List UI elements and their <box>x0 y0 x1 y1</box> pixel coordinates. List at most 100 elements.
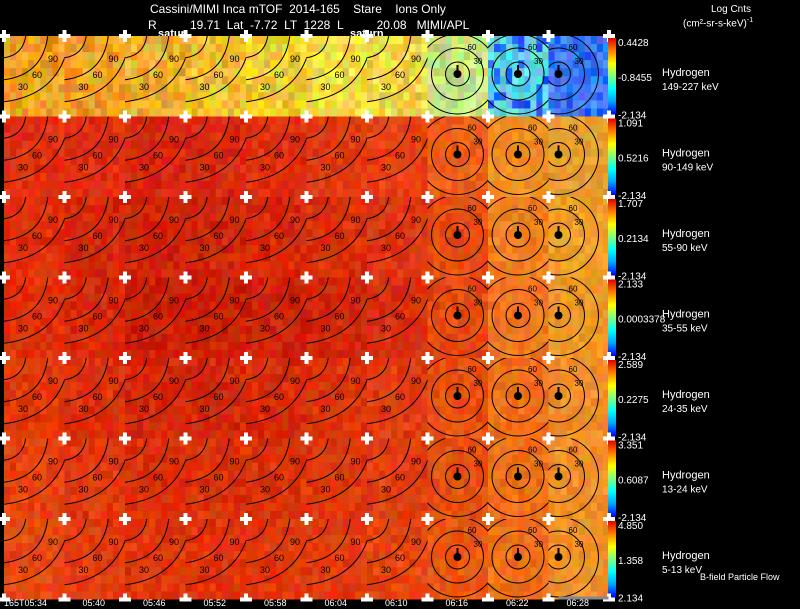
contour-label: 30 <box>79 404 89 414</box>
contour-label: 90 <box>169 135 179 145</box>
contour-label: 60 <box>468 365 477 374</box>
colorbar <box>608 38 616 115</box>
contour-label: 60 <box>274 312 284 322</box>
contour-label: 90 <box>230 215 240 225</box>
contour-label: 30 <box>474 138 483 147</box>
contour-label: 90 <box>290 376 300 386</box>
contour-label: 30 <box>260 404 270 414</box>
contour-label: 60 <box>32 70 42 80</box>
contour-label: 60 <box>32 151 42 161</box>
heatmap-cell: 30 60 90 <box>306 519 367 600</box>
contour-label: 30 <box>474 460 483 469</box>
species-name: Hydrogen <box>662 148 710 160</box>
heatmap-cell: 30 60 90 <box>64 438 125 519</box>
contour-label: 30 <box>321 243 331 253</box>
contour-label: 60 <box>395 473 405 483</box>
contour-label: 30 <box>79 324 89 334</box>
contour-label: 60 <box>569 446 578 455</box>
contour-label: 90 <box>169 376 179 386</box>
contour-label: 30 <box>139 163 149 173</box>
heatmap-cell: 30 60 90 <box>306 36 367 117</box>
contour-label: 90 <box>290 457 300 467</box>
heatmap-cell: 30 60 90 <box>125 116 186 197</box>
heatmap-cell: 60 30 <box>427 519 488 600</box>
contour-label: 30 <box>474 540 483 549</box>
chart-title-line-1: Cassini/MIMI Inca mTOF 2014-165 Stare Io… <box>150 2 446 16</box>
colorbar-min-label: -2.134 <box>618 191 647 202</box>
contour-label: 60 <box>335 70 345 80</box>
contour-label: 30 <box>321 163 331 173</box>
contour-label: 90 <box>109 215 119 225</box>
heatmap-cell: 30 60 90 <box>185 116 246 197</box>
contour-label: 60 <box>93 473 103 483</box>
heatmap-cell: 30 60 90 <box>246 197 307 278</box>
colorbar <box>608 279 616 356</box>
time-tick-label: 06:28 <box>567 598 590 608</box>
contour-label: 30 <box>139 243 149 253</box>
contour-label: 30 <box>474 57 483 66</box>
heatmap-cell: 60 30 <box>548 36 609 117</box>
contour-label: 90 <box>411 54 421 64</box>
contour-label: 90 <box>48 54 58 64</box>
heatmap-cell: 30 60 90 <box>64 36 125 117</box>
contour-label: 30 <box>139 324 149 334</box>
colorbar-min-label: 2.134 <box>618 594 643 605</box>
contour-label: 30 <box>575 218 584 227</box>
colorbar-mid-label: 1.358 <box>618 556 643 567</box>
heatmap-cell: 30 60 90 <box>367 519 428 600</box>
contour-label: 30 <box>200 82 210 92</box>
contour-label: 30 <box>18 243 28 253</box>
contour-label: 90 <box>411 296 421 306</box>
contour-label: 60 <box>468 124 477 133</box>
contour-label: 30 <box>79 82 89 92</box>
contour-label: 30 <box>381 82 391 92</box>
contour-label: 60 <box>335 312 345 322</box>
colorbar-min-label: -2.134 <box>618 433 647 444</box>
heatmap-cell: 60 30 <box>488 358 549 439</box>
contour-label: 90 <box>169 537 179 547</box>
contour-label: 30 <box>79 243 89 253</box>
contour-label: 90 <box>351 537 361 547</box>
time-tick-label: 06:16 <box>446 598 469 608</box>
contour-label: 90 <box>230 457 240 467</box>
contour-label: 60 <box>93 553 103 563</box>
contour-label: 30 <box>139 404 149 414</box>
energy-range: 24-35 keV <box>662 404 708 415</box>
heatmap-cell: 30 60 90 <box>367 277 428 358</box>
colorbar-max-label: 0.4428 <box>618 38 649 49</box>
contour-label: 30 <box>534 218 543 227</box>
contour-label: 60 <box>335 473 345 483</box>
contour-label: 30 <box>575 460 584 469</box>
heatmap-cell: 60 30 <box>548 358 609 439</box>
contour-label: 60 <box>468 285 477 294</box>
heatmap-cell: 60 30 <box>488 277 549 358</box>
contour-label: 60 <box>468 204 477 213</box>
contour-label: 60 <box>395 392 405 402</box>
contour-label: 60 <box>528 204 537 213</box>
contour-label: 90 <box>411 215 421 225</box>
species-name: Hydrogen <box>662 470 710 482</box>
time-tick-label: 165T05:34 <box>4 598 47 608</box>
contour-label: 30 <box>18 82 28 92</box>
contour-label: 30 <box>200 404 210 414</box>
contour-label: 30 <box>575 299 584 308</box>
heatmap-cell: 60 30 <box>488 519 549 600</box>
energy-range: 149-227 keV <box>662 82 719 93</box>
colorbar-max-label: 2.589 <box>618 360 643 371</box>
contour-label: 90 <box>230 537 240 547</box>
contour-label: 30 <box>200 163 210 173</box>
contour-label: 90 <box>351 457 361 467</box>
contour-label: 30 <box>381 565 391 575</box>
contour-label: 60 <box>32 553 42 563</box>
heatmap-cell: 30 60 90 <box>125 519 186 600</box>
heatmap-cell: 30 60 90 <box>306 438 367 519</box>
contour-label: 60 <box>214 553 224 563</box>
contour-label: 60 <box>32 312 42 322</box>
heatmap-cell: 30 60 90 <box>185 36 246 117</box>
contour-label: 30 <box>260 243 270 253</box>
heatmap-cell: 30 60 90 <box>64 519 125 600</box>
heatmap-cell: 30 60 90 <box>367 197 428 278</box>
time-tick-label: 05:58 <box>264 598 287 608</box>
heatmap-cell: 60 30 <box>427 116 488 197</box>
contour-label: 90 <box>411 457 421 467</box>
